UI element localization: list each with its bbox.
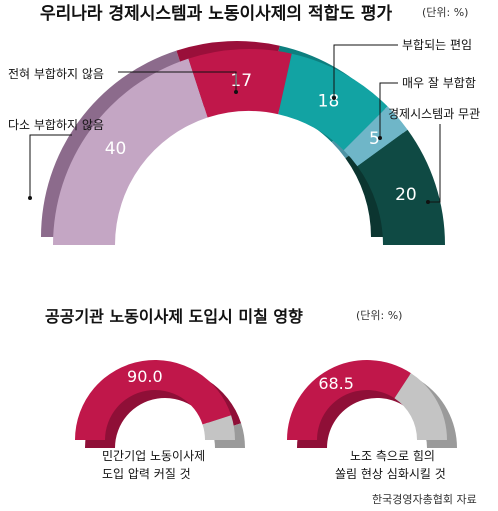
leader-fairly-agree (333, 44, 398, 98)
chart1-unit: (단위: %) (422, 6, 468, 19)
chart1-slice-4 (357, 129, 445, 245)
leader-dot (234, 90, 238, 94)
chart3-slice-0 (287, 360, 411, 440)
leader-strongly-disagree (118, 71, 237, 92)
chart2-donut: 90.0 (75, 360, 245, 448)
chart3-slice-1 (394, 373, 447, 440)
leader-strongly-agree (379, 82, 398, 138)
chart1-value-label-1: 17 (230, 71, 252, 91)
chart3-caption-line1: 노조 측으로 힘의 (350, 449, 435, 463)
chart3-value-label-0: 68.5 (318, 374, 354, 393)
chart2-caption-line2: 도입 압력 커질 것 (102, 467, 191, 481)
chart1-donut: 40 17 18 5 20 (41, 41, 445, 245)
chart1-title: 우리나라 경제시스템과 노동이사제의 적합도 평가 (40, 3, 392, 24)
chart2-unit: (단위: %) (356, 309, 402, 322)
chart1-slice-1 (188, 49, 292, 118)
chart1-value-label-2: 18 (318, 91, 340, 111)
chart1-value-label-3: 5 (369, 129, 380, 149)
label-somewhat-disagree: 다소 부합하지 않음 (8, 118, 104, 132)
chart2-value-label-0: 90.0 (127, 367, 163, 386)
source-note: 한국경영자총협회 자료 (372, 493, 477, 506)
label-fairly-agree: 부합되는 편임 (402, 38, 472, 52)
chart1-value-label-4: 20 (395, 185, 417, 205)
chart2-slice-0 (75, 360, 232, 440)
label-unrelated: 경제시스템과 무관 (388, 107, 480, 121)
leader-dot (426, 200, 430, 204)
leader-dot (378, 136, 382, 140)
leader-dot (28, 196, 32, 200)
chart2-caption-line1: 민간기업 노동이사제 (102, 449, 205, 463)
leader-dot (332, 96, 336, 100)
leader-somewhat-disagree (29, 134, 72, 198)
leader-unrelated (428, 124, 441, 203)
chart1-slice-2 (278, 53, 388, 151)
chart2-title: 공공기관 노동이사제 도입시 미칠 영향 (45, 307, 303, 326)
chart3-caption-line2: 쏠림 현상 심화시킬 것 (335, 467, 446, 481)
chart2-slice-1 (202, 415, 235, 440)
chart1-value-label-0: 40 (105, 139, 127, 159)
chart1-slice-0 (53, 58, 208, 245)
chart3-donut: 68.5 (287, 360, 457, 448)
label-strongly-disagree: 전혀 부합하지 않음 (8, 67, 104, 81)
chart1-slice-3 (343, 106, 408, 167)
label-strongly-agree: 매우 잘 부합함 (402, 76, 476, 90)
